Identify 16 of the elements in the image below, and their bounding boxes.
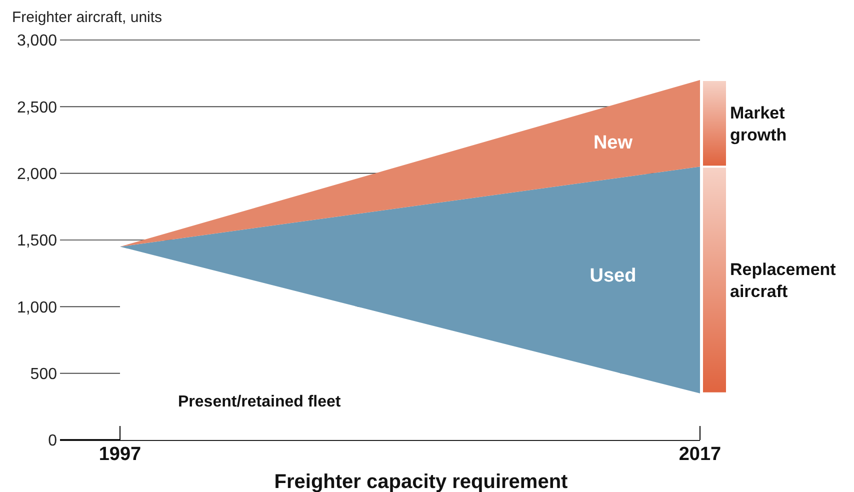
y-tick-label: 3,000 [16,32,58,50]
y-tick-label: 1,500 [16,232,58,250]
y-tick-label: 2,500 [16,99,58,116]
y-tick-label: 0 [48,432,58,450]
series-label: New [593,132,633,154]
x-tick-label: 2017 [678,444,722,465]
x-tick-label: 1997 [98,444,142,465]
series-label: Present/retained fleet [178,393,342,410]
annotation: Replacement aircraft [730,260,836,301]
x-axis-title: Freighter capacity requirement [274,471,568,492]
y-tick-label: 2,000 [16,166,58,183]
y-tick-label: 500 [30,366,58,383]
y-tick-label: 1,000 [16,299,58,316]
annotation: Market growth [730,103,787,144]
y-axis-title: Freighter aircraft, units [12,9,162,26]
series-label: Used [590,266,636,287]
